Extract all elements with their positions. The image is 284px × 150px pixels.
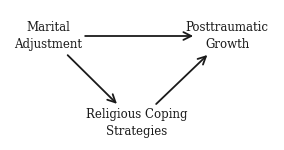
Text: Posttraumatic
Growth: Posttraumatic Growth [186,21,269,51]
Text: Religious Coping
Strategies: Religious Coping Strategies [85,108,187,138]
Text: Marital
Adjustment: Marital Adjustment [14,21,82,51]
